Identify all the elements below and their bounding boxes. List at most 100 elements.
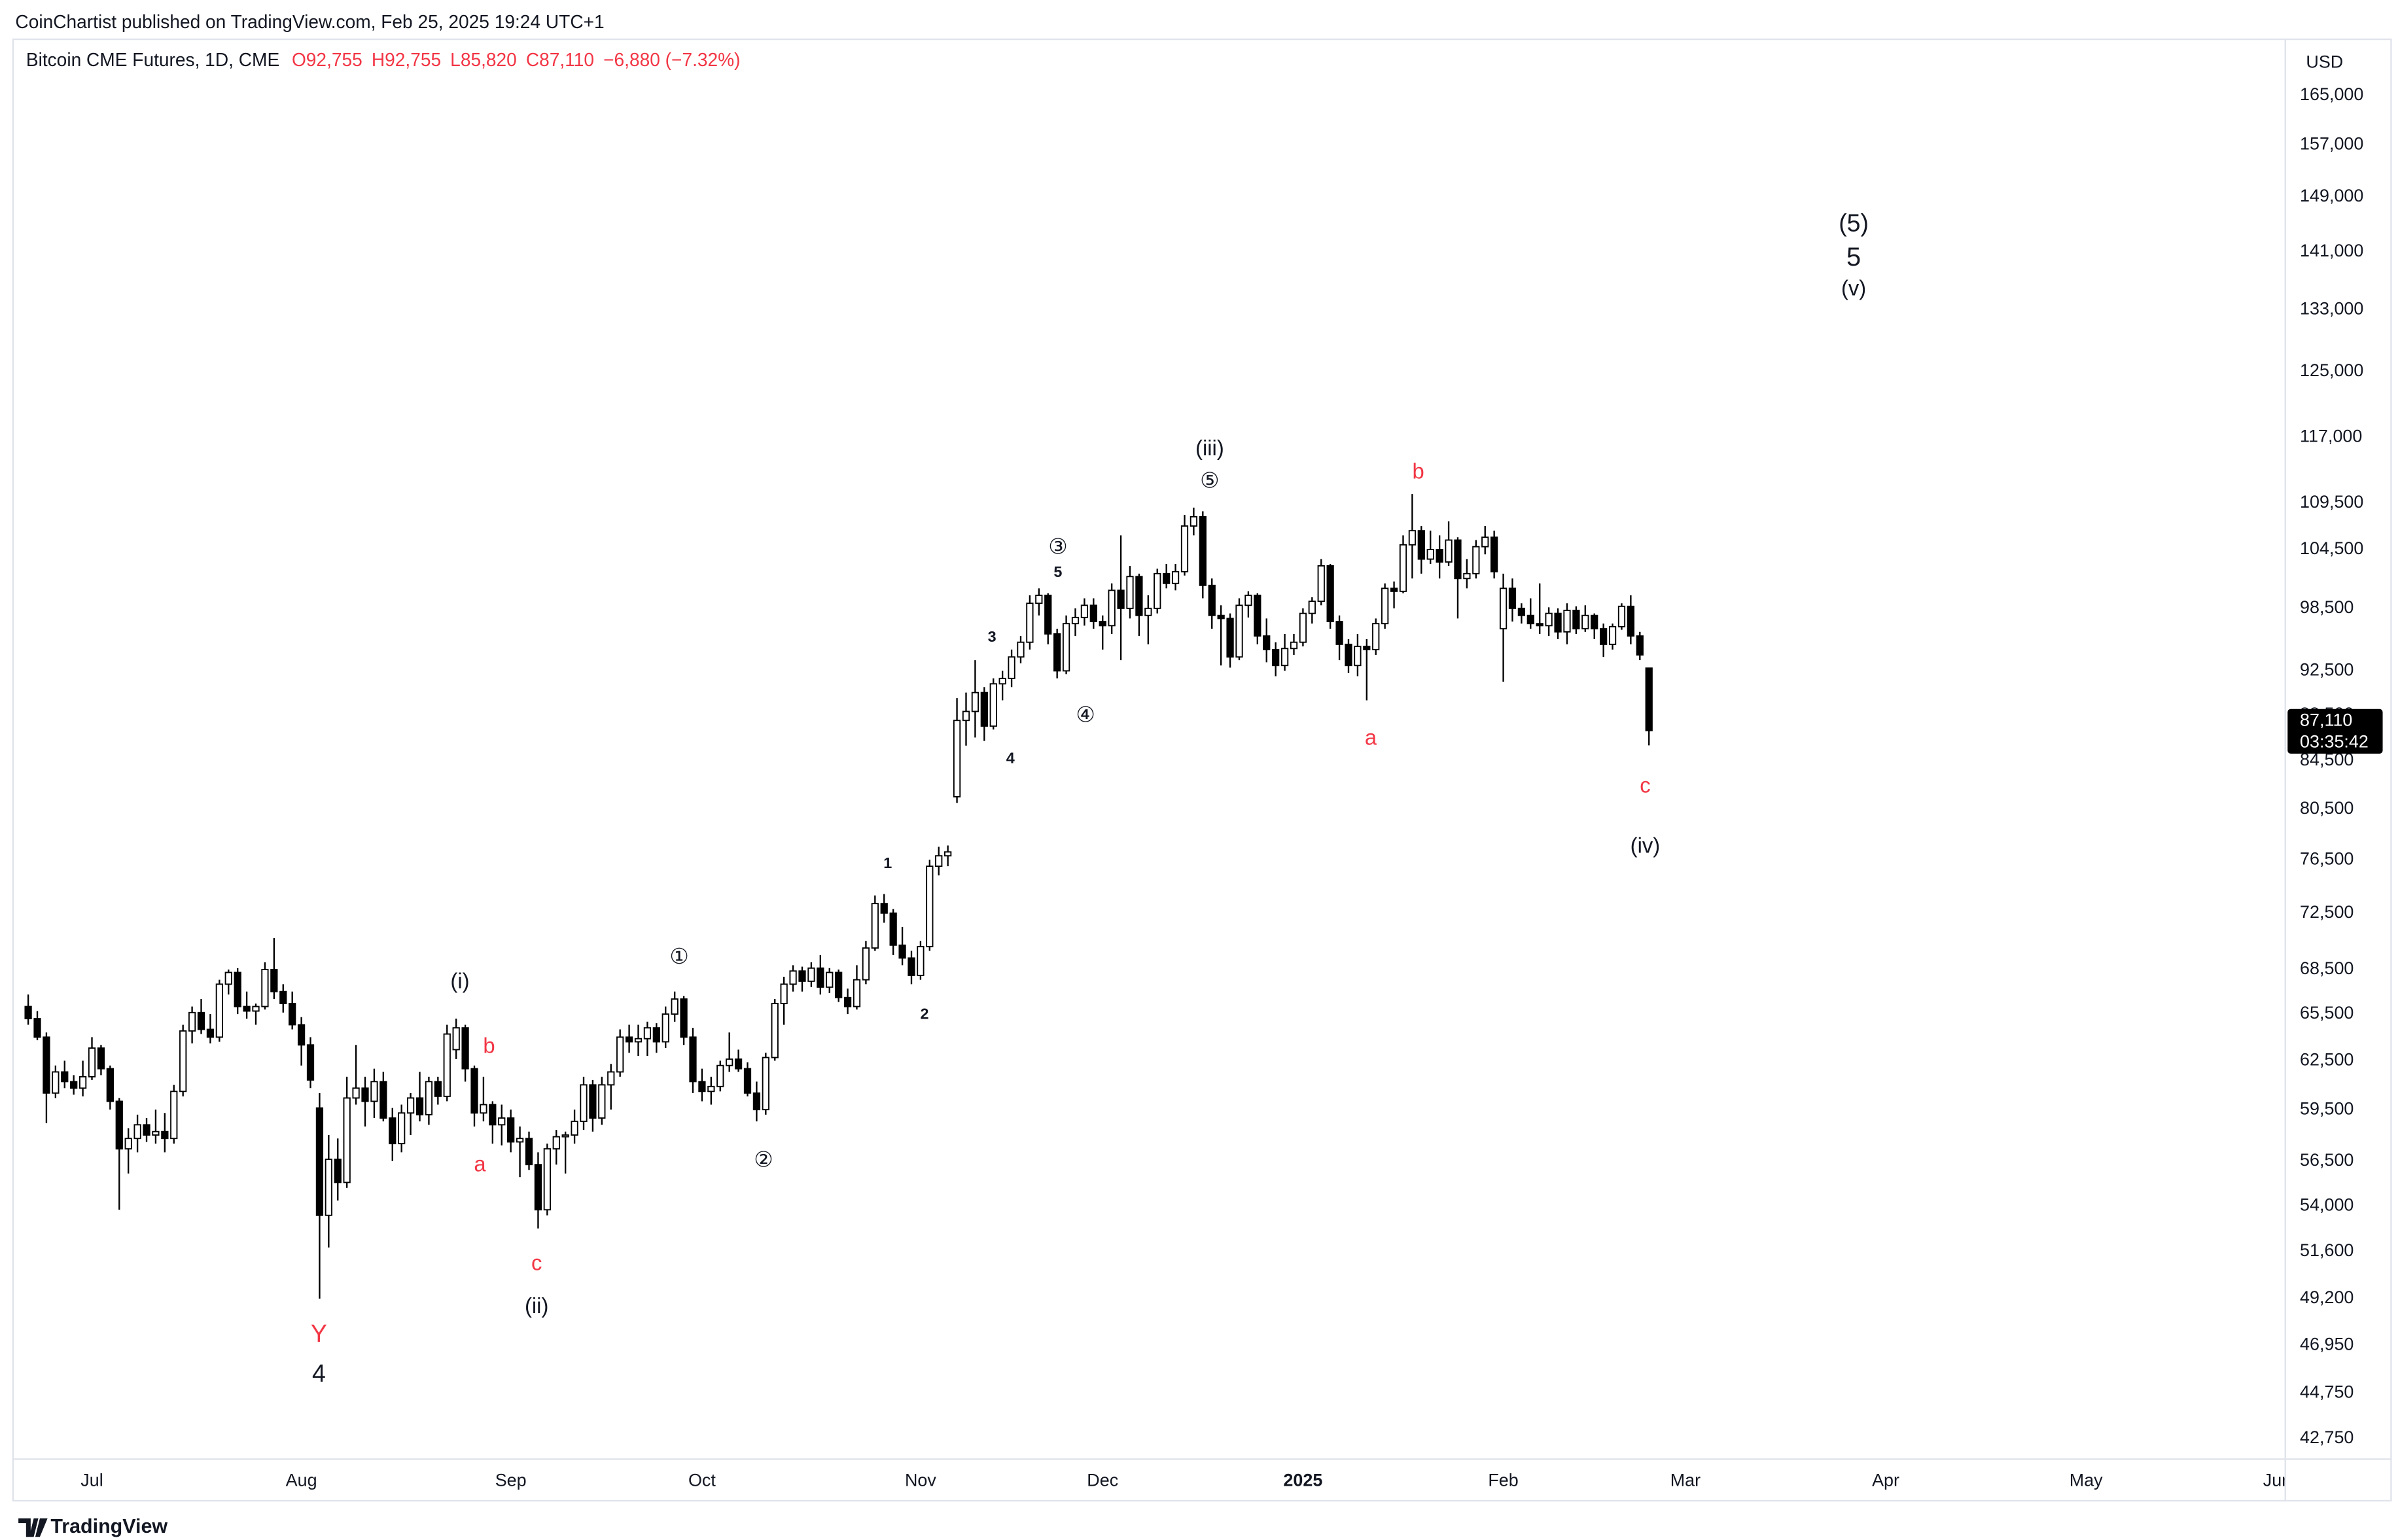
candle-body: [598, 1084, 606, 1119]
wave-label: ⑤: [1200, 468, 1219, 492]
candle-body: [243, 1006, 251, 1012]
wave-label: (5): [1839, 209, 1869, 237]
candle-body: [206, 1028, 215, 1038]
x-tick-label: Jul: [80, 1471, 103, 1490]
candle-body: [252, 1006, 260, 1012]
symbol: Bitcoin CME Futures, 1D, CME: [26, 50, 279, 71]
legend: Bitcoin CME Futures, 1D, CME O92,755 H92,7…: [26, 50, 741, 71]
candle-body: [571, 1121, 578, 1136]
candle-body: [1591, 614, 1598, 630]
legend-value: L85,820: [450, 50, 517, 71]
candle-body: [1408, 530, 1417, 546]
legend-value: O92,755: [292, 50, 362, 71]
candle-body: [1208, 584, 1216, 616]
candle-body: [489, 1104, 497, 1126]
candle-body: [734, 1059, 743, 1070]
candle-body: [1627, 605, 1635, 637]
candle-body: [270, 969, 278, 992]
candle-body: [325, 1159, 332, 1216]
candle-body: [1608, 625, 1617, 645]
candle-body: [279, 990, 287, 1004]
candle-body: [826, 971, 834, 988]
y-tick-label: 98,500: [2300, 597, 2354, 617]
candle-body: [726, 1059, 733, 1066]
candle-body: [962, 710, 970, 722]
wave-label: a: [474, 1152, 486, 1176]
y-tick-label: 44,750: [2300, 1382, 2354, 1401]
candle-body: [1217, 614, 1225, 620]
candle-body: [780, 983, 788, 1004]
x-tick-label: 2025: [1283, 1471, 1322, 1490]
candle-body: [1190, 516, 1198, 527]
candle-body: [1280, 648, 1289, 667]
y-tick-label: 68,500: [2300, 958, 2354, 978]
wave-label: (i): [450, 968, 469, 992]
candle-body: [1171, 570, 1180, 584]
candle-body: [1472, 546, 1480, 574]
wave-label: 1: [883, 854, 892, 871]
candle-body: [1308, 601, 1316, 614]
candle-body: [762, 1057, 769, 1111]
candle-body: [843, 996, 852, 1007]
candle-body: [552, 1136, 560, 1150]
candle-body: [680, 998, 688, 1038]
legend-value: H92,755: [372, 50, 441, 71]
candle-body: [1563, 610, 1571, 633]
candle-body: [889, 912, 897, 946]
candle-body: [1008, 656, 1015, 679]
candle-body: [853, 979, 861, 1007]
candle-body: [1263, 635, 1271, 650]
legend-value: C87,110: [526, 50, 594, 71]
candle-body: [1244, 595, 1252, 606]
candle-body: [771, 1003, 779, 1059]
wave-label: 2: [921, 1005, 929, 1022]
candle-body: [1144, 607, 1152, 616]
candle-body: [379, 1081, 387, 1119]
y-tick-label: 56,500: [2300, 1150, 2354, 1170]
candle-body: [980, 691, 988, 727]
candle-body: [1235, 604, 1243, 658]
y-tick-label: 49,200: [2300, 1287, 2354, 1307]
candle-body: [543, 1148, 551, 1211]
candle-body: [334, 1159, 342, 1183]
candle-body: [70, 1081, 78, 1089]
y-tick-label: 125,000: [2300, 360, 2363, 380]
candle-body: [1508, 587, 1517, 609]
x-tick-label: Mar: [1670, 1471, 1701, 1490]
candle-body: [1017, 641, 1025, 658]
plot-area: [24, 494, 1653, 1299]
candle-body: [1062, 623, 1070, 672]
candle-body: [425, 1081, 433, 1115]
candle-body: [470, 1068, 478, 1114]
last-price-box: [2287, 709, 2383, 754]
brand-name: TradingView: [50, 1515, 168, 1537]
x-tick-label: Apr: [1872, 1471, 1899, 1490]
candle-body: [917, 945, 925, 976]
candle-body: [789, 970, 797, 985]
y-tick-label: 42,750: [2300, 1427, 2354, 1447]
wave-label: ②: [754, 1147, 773, 1172]
candle-body: [1135, 576, 1143, 616]
wave-label: ①: [669, 944, 688, 968]
y-tick-label: 133,000: [2300, 299, 2363, 319]
wave-label: (iii): [1195, 436, 1224, 460]
candle-body: [1372, 623, 1380, 650]
candle-body: [97, 1047, 105, 1070]
candle-body: [1572, 610, 1580, 630]
candle-body: [798, 970, 806, 982]
wave-label: a: [1365, 726, 1377, 750]
candle-body: [698, 1081, 706, 1093]
candle-body: [580, 1084, 588, 1123]
y-tick-label: 157,000: [2300, 133, 2363, 153]
candle-body: [452, 1027, 460, 1051]
candle-body: [1299, 612, 1307, 643]
candle-body: [1035, 595, 1043, 604]
candle-body: [807, 967, 815, 982]
y-tick-label: 54,000: [2300, 1195, 2354, 1215]
candle-body: [1554, 612, 1562, 633]
candle-body: [1053, 633, 1061, 672]
candle-body: [534, 1164, 542, 1211]
candle-body: [516, 1138, 524, 1143]
candle-body: [106, 1068, 114, 1102]
